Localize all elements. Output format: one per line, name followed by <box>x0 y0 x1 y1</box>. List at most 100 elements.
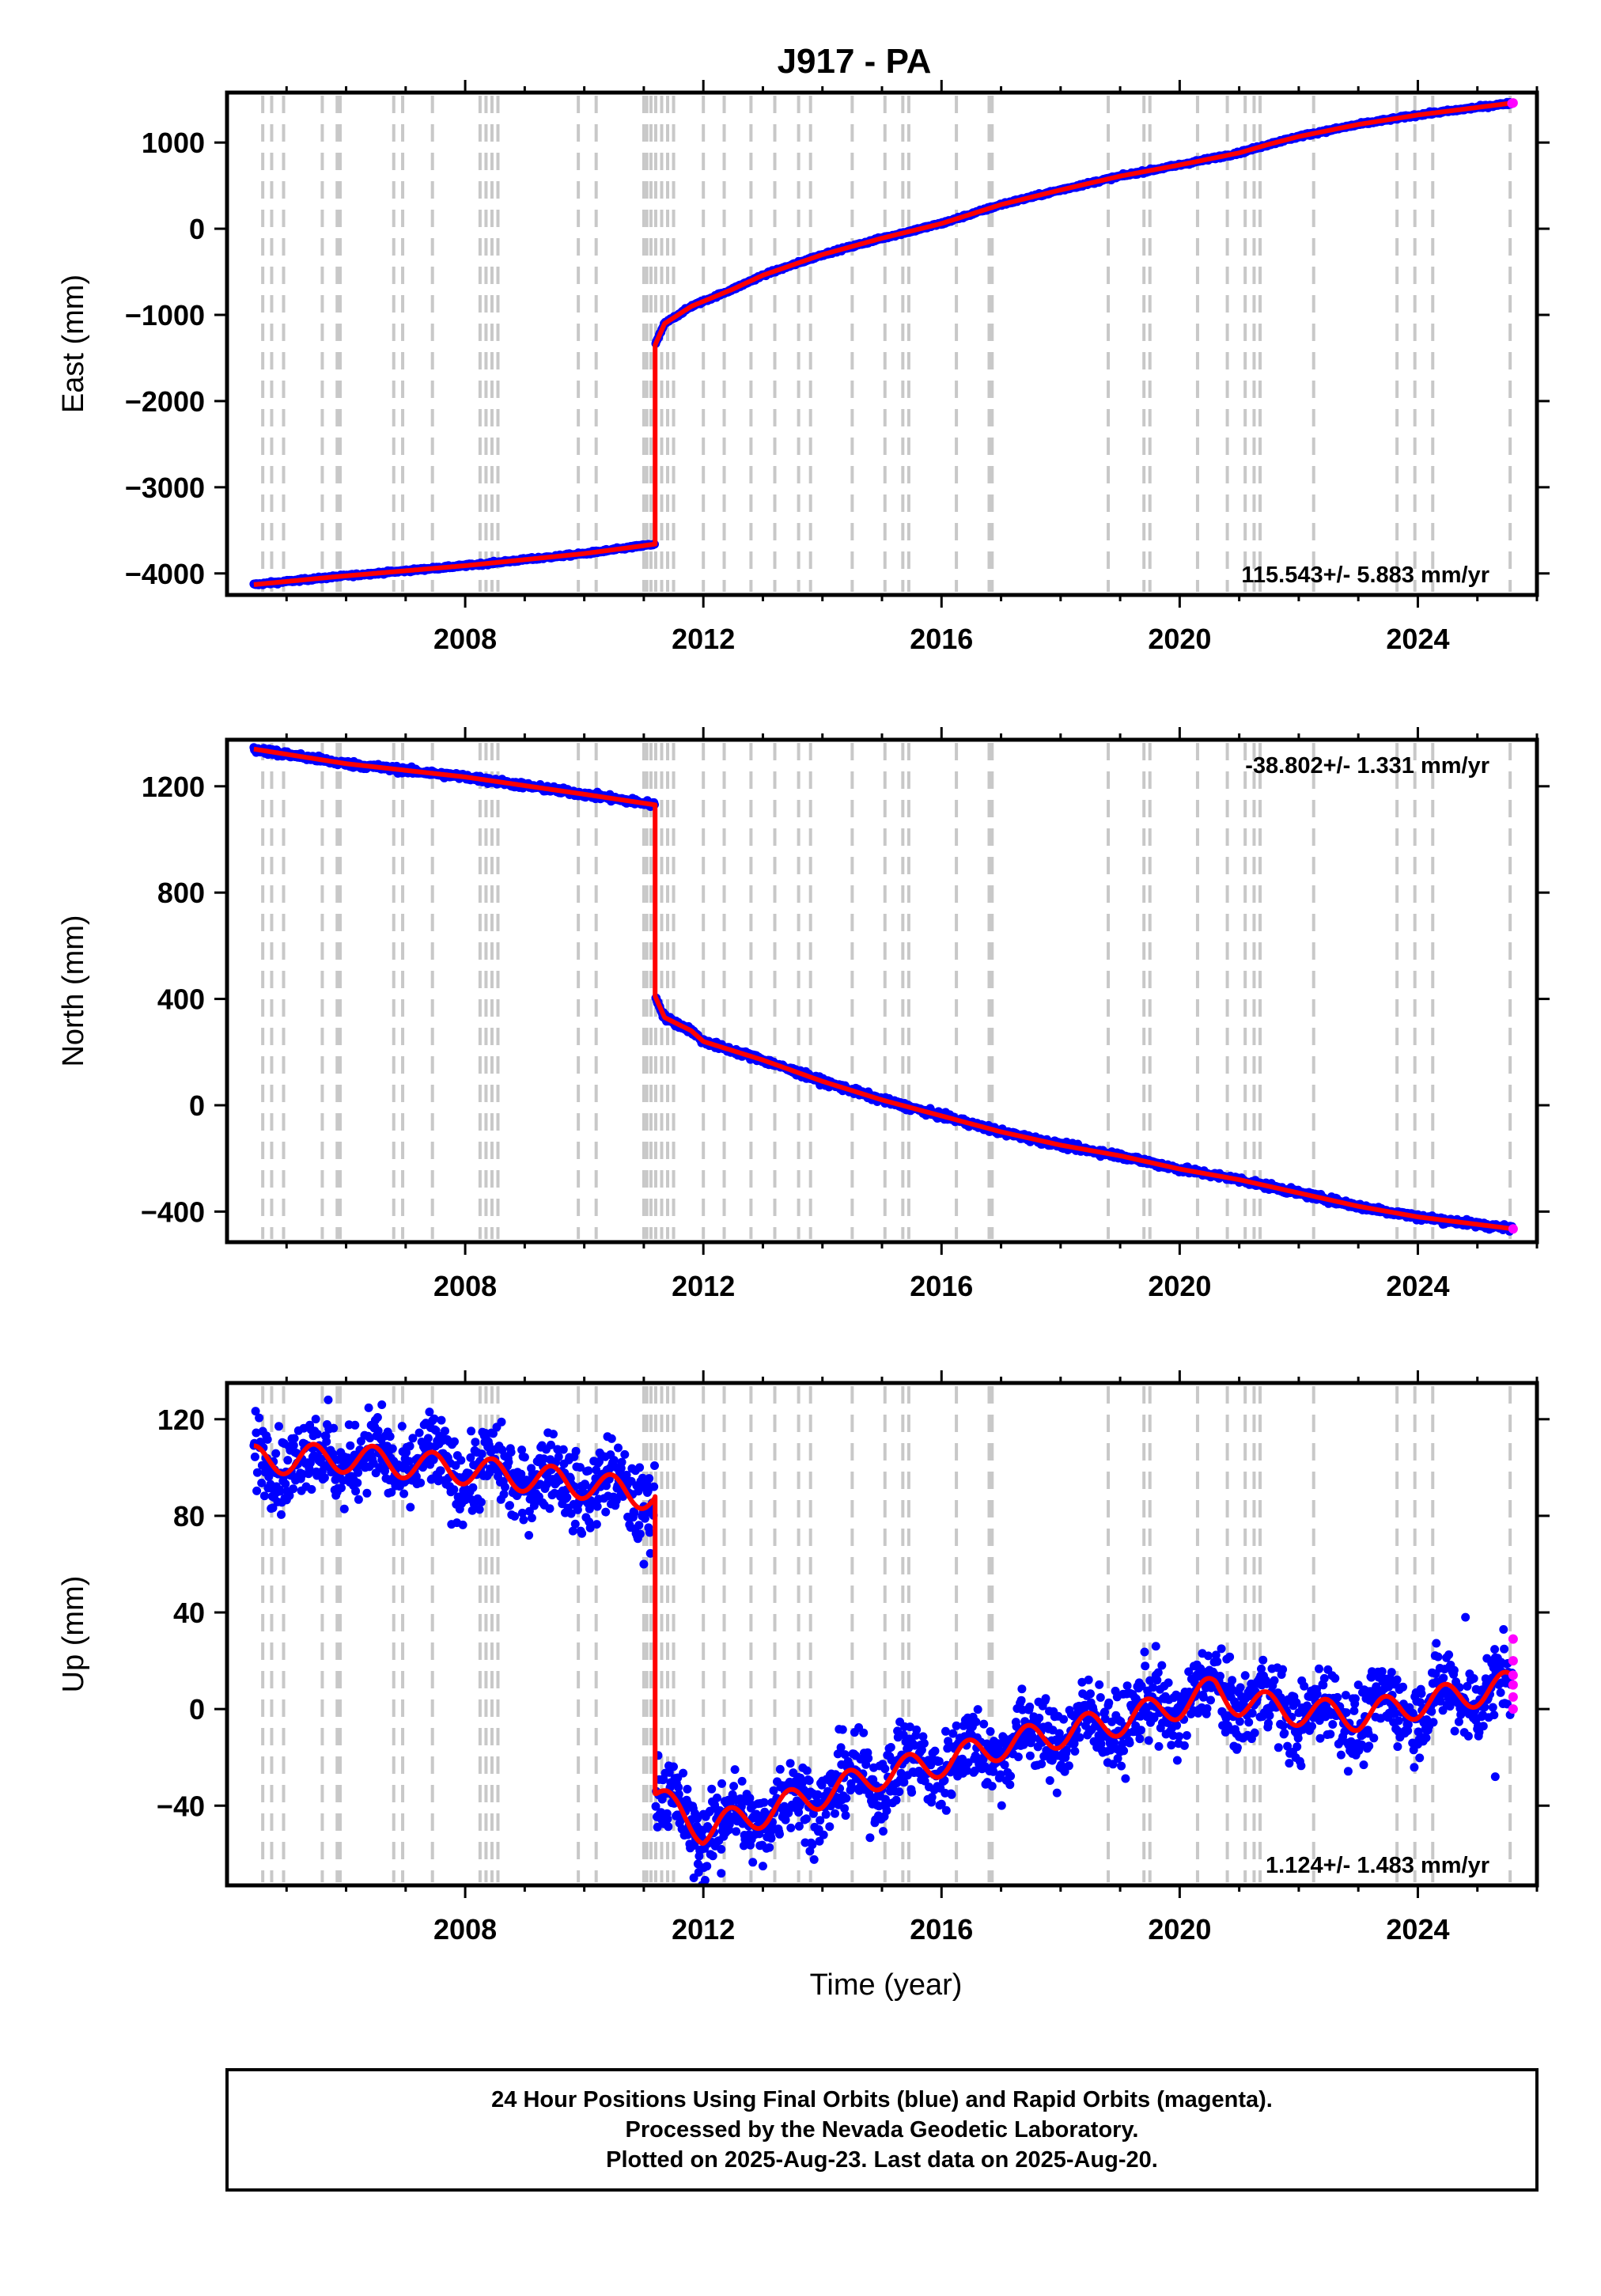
final-orbit-point <box>510 1512 520 1521</box>
plot-background <box>227 740 1537 1242</box>
x-tick-label: 2024 <box>1386 1270 1449 1302</box>
final-orbit-point <box>437 1415 446 1425</box>
rapid-orbit-point <box>1508 1224 1518 1234</box>
x-tick-label: 2012 <box>672 623 735 655</box>
final-orbit-point <box>501 1483 509 1492</box>
final-orbit-point <box>475 1505 484 1514</box>
final-orbit-point <box>406 1502 415 1512</box>
final-orbit-point <box>476 1498 486 1507</box>
final-orbit-point <box>471 1438 480 1447</box>
final-orbit-point <box>263 1434 272 1444</box>
final-orbit-point <box>320 1473 329 1483</box>
x-tick-label: 2020 <box>1148 1270 1211 1302</box>
model-line <box>252 100 1514 587</box>
x-tick-label: 2008 <box>433 623 497 655</box>
final-orbit-point <box>397 1422 407 1431</box>
plot-background <box>227 93 1537 595</box>
final-orbit-point <box>467 1426 476 1436</box>
final-orbit-point <box>497 1417 506 1426</box>
final-orbit-point <box>339 1504 349 1514</box>
final-orbit-point <box>468 1483 478 1492</box>
north-panel: 2008 2012 2016 2020 2024 −400 0 400 800 1200 North… <box>57 727 1550 1302</box>
final-orbit-point <box>505 1501 514 1510</box>
final-orbit-point <box>281 1480 290 1488</box>
final-orbit-point <box>277 1510 286 1519</box>
y-axis-label: North (mm) <box>57 915 90 1067</box>
final-orbit-point <box>311 1415 320 1424</box>
y-tick-label: 400 <box>157 983 205 1016</box>
x-tick-label: 2024 <box>1386 623 1449 655</box>
final-orbit-point <box>450 1437 459 1446</box>
final-orbit-point <box>520 1453 529 1462</box>
final-orbit-point <box>519 1515 528 1525</box>
x-tick-label: 2012 <box>672 1270 735 1302</box>
final-orbit-point <box>504 1457 513 1467</box>
final-orbit-point <box>312 1430 322 1439</box>
x-tick-label: 2016 <box>910 1270 973 1302</box>
y-axis-label: East (mm) <box>57 275 90 413</box>
final-orbit-point <box>274 1422 283 1431</box>
final-orbit-point <box>353 1478 362 1487</box>
final-orbit-point <box>271 1449 281 1458</box>
final-orbit-point <box>458 1520 467 1529</box>
final-orbit-point <box>329 1423 339 1433</box>
final-orbit-point <box>255 1413 264 1423</box>
final-orbit-point <box>414 1428 424 1438</box>
y-tick-label: −400 <box>141 1195 205 1228</box>
final-orbit-point <box>322 1437 331 1446</box>
rate-label: -38.802+/- 1.331 mm/yr <box>1245 753 1489 779</box>
final-orbit-point <box>388 1444 397 1453</box>
final-orbit-point <box>399 1489 409 1498</box>
final-orbit-point <box>449 1485 459 1495</box>
rapid-orbit-points <box>1508 1224 1518 1234</box>
y-tick-label: 1200 <box>142 771 205 803</box>
final-orbit-point <box>524 1531 534 1540</box>
final-orbit-point <box>441 1426 449 1436</box>
y-tick-label: 0 <box>189 1089 205 1122</box>
final-orbit-point <box>289 1484 298 1494</box>
final-orbit-point <box>252 1486 262 1495</box>
final-orbit-point <box>351 1487 361 1496</box>
final-orbit-point <box>252 1468 262 1477</box>
final-orbit-point <box>423 1434 433 1443</box>
final-orbit-point <box>259 1491 269 1501</box>
final-orbit-point <box>416 1478 426 1487</box>
rapid-orbit-points <box>1507 98 1518 108</box>
y-tick-label: −4000 <box>125 558 205 590</box>
x-tick-label: 2008 <box>433 1270 497 1302</box>
y-tick-label: 0 <box>189 213 205 245</box>
final-orbit-point <box>477 1449 486 1459</box>
final-orbit-point <box>354 1468 363 1477</box>
final-orbit-point <box>346 1441 355 1450</box>
rapid-orbit-point <box>1508 98 1518 108</box>
final-orbit-point <box>373 1413 382 1422</box>
final-orbit-point <box>250 1452 259 1461</box>
y-tick-label: −1000 <box>125 299 205 332</box>
final-orbit-point <box>290 1434 299 1443</box>
rate-label: 115.543+/- 5.883 mm/yr <box>1241 563 1489 588</box>
y-tick-label: 800 <box>157 877 205 909</box>
final-orbit-point <box>337 1483 346 1493</box>
final-orbit-point <box>364 1403 373 1412</box>
final-orbit-point <box>307 1485 316 1494</box>
y-tick-label: −3000 <box>125 472 205 504</box>
x-tick-label: 2016 <box>910 623 973 655</box>
chart-title: J917 - PA <box>778 42 932 81</box>
final-orbit-point <box>385 1432 395 1442</box>
x-tick-label: 2020 <box>1148 623 1211 655</box>
final-orbit-point <box>283 1456 293 1465</box>
y-tick-label: 1000 <box>142 127 205 159</box>
east-panel: 2008 2012 2016 2020 2024 −4000 −3000 −2000 −1000… <box>57 80 1550 655</box>
final-orbit-point <box>405 1442 414 1451</box>
final-orbit-point <box>436 1466 445 1476</box>
final-orbit-point <box>362 1488 372 1498</box>
final-orbit-point <box>456 1456 466 1465</box>
final-orbit-point <box>354 1495 363 1504</box>
final-orbit-point <box>506 1448 516 1457</box>
equipment-change-lines <box>261 96 1512 592</box>
final-orbit-point <box>350 1420 360 1430</box>
y-tick-label: −2000 <box>125 385 205 418</box>
equipment-change-lines <box>261 743 1512 1239</box>
